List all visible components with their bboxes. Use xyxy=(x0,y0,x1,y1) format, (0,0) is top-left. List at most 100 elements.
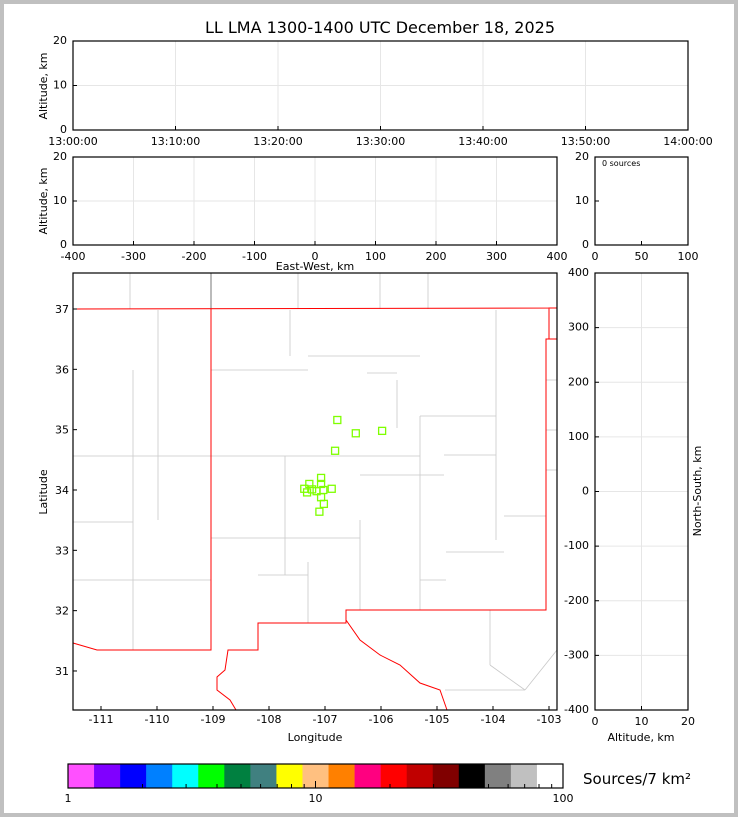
ew-height-xtick-label: 200 xyxy=(426,250,447,263)
lightning-source-marker xyxy=(312,487,321,496)
ew-height-ytick-label: 0 xyxy=(60,238,67,251)
histogram-ytick-label: 20 xyxy=(575,150,589,163)
lightning-source-marker xyxy=(330,446,340,455)
county-boundary xyxy=(524,649,558,691)
time-height-xtick-label: 13:30:00 xyxy=(356,135,405,148)
colorbar-frame xyxy=(67,763,564,789)
map-ytick-label: 35 xyxy=(55,424,69,437)
colorbar-swatch xyxy=(250,764,277,788)
time-height-xtick-label: 13:10:00 xyxy=(151,135,200,148)
ns-height-frame xyxy=(594,272,689,711)
map-ytick-label: 36 xyxy=(55,363,69,376)
ew-height-frame xyxy=(72,156,558,246)
colorbar-swatch xyxy=(172,764,199,788)
ew-height-xtick-label: -300 xyxy=(121,250,146,263)
map-xtick-label: -108 xyxy=(257,713,282,726)
time-height-ylabel: Altitude, km xyxy=(37,52,50,119)
ns-height-xtick-label: 0 xyxy=(592,715,599,728)
lma-figure: LL LMA 1300-1400 UTC December 18, 2025 A… xyxy=(4,4,734,813)
time-height-xtick-label: 13:50:00 xyxy=(561,135,610,148)
map-ytick-label: 32 xyxy=(55,605,69,618)
state-border-nm-west xyxy=(72,309,212,651)
time-height-ytick-label: 0 xyxy=(60,123,67,136)
ns-height-xtick-label: 10 xyxy=(635,715,649,728)
lightning-source-marker xyxy=(351,429,360,438)
state-border-nm-east xyxy=(72,307,558,711)
ns-height-ytick-label: -400 xyxy=(564,703,589,716)
map-xtick-label: -111 xyxy=(89,713,114,726)
map-ytick-label: 31 xyxy=(55,665,69,678)
ns-height-ytick-label: -300 xyxy=(564,648,589,661)
ew-height-xtick-label: -100 xyxy=(242,250,267,263)
map-ylabel: Latitude xyxy=(37,469,50,515)
state-border-nm-south xyxy=(216,610,347,711)
colorbar-swatch xyxy=(146,764,173,788)
colorbar-swatch xyxy=(380,764,407,788)
ew-height-ytick-label: 20 xyxy=(53,150,67,163)
lightning-source-marker xyxy=(302,488,312,497)
lightning-source-marker xyxy=(327,484,336,493)
colorbar-swatch xyxy=(510,764,538,788)
colorbar-tick-label: 100 xyxy=(553,792,574,805)
time-height-xtick-label: 14:00:00 xyxy=(663,135,712,148)
ew-height-xtick-label: 300 xyxy=(486,250,507,263)
colorbar-swatch xyxy=(406,764,434,788)
colorbar-swatch xyxy=(458,764,486,788)
ew-height-xtick-label: -400 xyxy=(61,250,86,263)
ns-ylabel: North-South, km xyxy=(691,446,704,537)
ns-height-ytick-label: -100 xyxy=(564,539,589,552)
colorbar-tick-label: 10 xyxy=(309,792,323,805)
histogram-ytick-label: 10 xyxy=(575,194,589,207)
map-xlabel: Longitude xyxy=(288,731,343,744)
county-boundary xyxy=(489,664,526,691)
map-xtick-label: -103 xyxy=(537,713,562,726)
map-xtick-label: -105 xyxy=(425,713,450,726)
ns-xlabel: Altitude, km xyxy=(607,731,674,744)
lightning-source-marker xyxy=(316,473,326,483)
ns-height-ytick-label: 0 xyxy=(582,485,589,498)
map-xtick-label: -104 xyxy=(481,713,506,726)
ns-height-ytick-label: -200 xyxy=(564,594,589,607)
time-height-xtick-label: 13:00:00 xyxy=(48,135,97,148)
colorbar-label: Sources/7 km² xyxy=(583,770,691,788)
time-height-ytick-label: 20 xyxy=(53,34,67,47)
colorbar-tick-label: 1 xyxy=(65,792,72,805)
histogram-xtick-label: 100 xyxy=(678,250,699,263)
colorbar-swatch xyxy=(536,764,564,788)
time-height-xtick-label: 13:20:00 xyxy=(253,135,302,148)
map-xtick-label: -109 xyxy=(201,713,226,726)
time-height-xtick-label: 13:40:00 xyxy=(458,135,507,148)
ns-height-ytick-label: 100 xyxy=(568,430,589,443)
ew-height-xtick-label: -200 xyxy=(182,250,207,263)
colorbar-swatch xyxy=(484,764,512,788)
colorbar-swatch xyxy=(68,764,95,788)
colorbar-swatch xyxy=(276,764,303,788)
map-ytick-label: 37 xyxy=(55,303,69,316)
lightning-source-marker xyxy=(305,479,314,489)
map-xtick-label: -110 xyxy=(145,713,170,726)
lightning-source-marker xyxy=(315,507,324,516)
map-xtick-label: -107 xyxy=(313,713,338,726)
lightning-source-marker xyxy=(316,479,326,489)
lightning-source-marker xyxy=(377,426,387,436)
lightning-source-marker xyxy=(319,499,329,509)
figure-svg: LL LMA 1300-1400 UTC December 18, 2025 A… xyxy=(37,18,713,805)
colorbar-swatch xyxy=(432,764,460,788)
histogram-annotation: 0 sources xyxy=(602,159,640,168)
histogram-frame xyxy=(594,156,689,246)
ns-height-ytick-label: 400 xyxy=(568,266,589,279)
histogram-xtick-label: 0 xyxy=(592,250,599,263)
histogram-ytick-label: 0 xyxy=(582,238,589,251)
figure-title: LL LMA 1300-1400 UTC December 18, 2025 xyxy=(205,18,555,37)
ns-height-ytick-label: 200 xyxy=(568,375,589,388)
ew-height-xtick-label: 100 xyxy=(365,250,386,263)
map-ytick-label: 33 xyxy=(55,544,69,557)
ew-height-ytick-label: 10 xyxy=(53,194,67,207)
ns-height-ytick-label: 300 xyxy=(568,321,589,334)
colorbar-swatch xyxy=(224,764,251,788)
histogram-xtick-label: 50 xyxy=(635,250,649,263)
colorbar-swatch xyxy=(328,764,355,788)
time-height-frame xyxy=(72,40,689,131)
ew-height-ylabel: Altitude, km xyxy=(37,167,50,234)
ew-xlabel: East-West, km xyxy=(276,260,354,273)
